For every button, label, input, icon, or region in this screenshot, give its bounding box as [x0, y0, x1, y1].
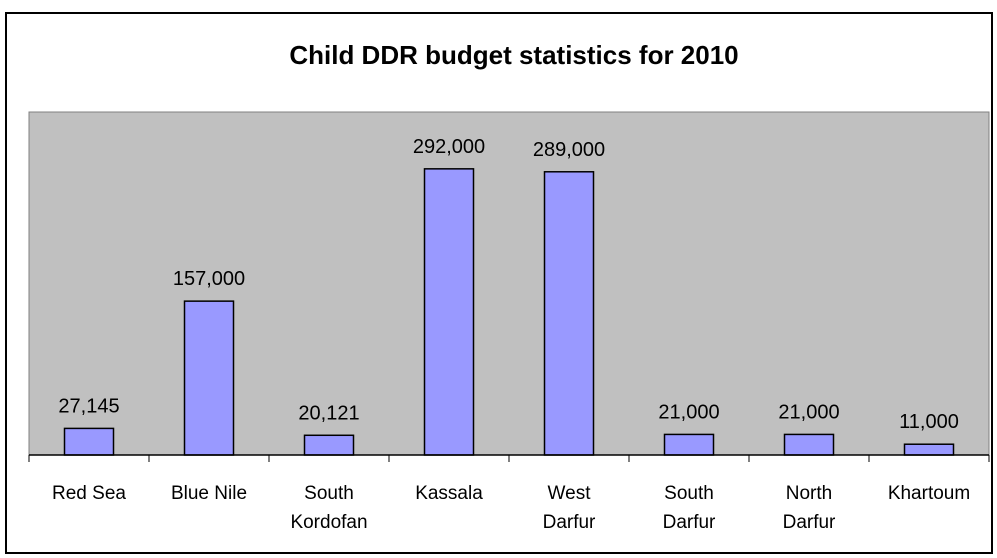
- bar: [63, 427, 115, 456]
- bar: [303, 434, 355, 456]
- bar: [183, 300, 235, 456]
- category-label: North Darfur: [783, 483, 836, 533]
- data-label: 11,000: [899, 411, 959, 433]
- bar: [663, 433, 715, 456]
- bar: [783, 433, 835, 456]
- category-label: South Kordofan: [290, 483, 367, 533]
- bar: [543, 171, 595, 456]
- bar: [903, 443, 955, 456]
- category-label: Blue Nile: [171, 483, 247, 504]
- data-label: 157,000: [173, 268, 245, 290]
- data-label: 21,000: [658, 401, 719, 423]
- category-label: West Darfur: [543, 483, 596, 533]
- data-label: 21,000: [778, 401, 839, 423]
- bar: [423, 168, 475, 456]
- data-label: 20,121: [298, 402, 359, 424]
- data-label: 27,145: [58, 395, 119, 417]
- data-label: 292,000: [413, 136, 485, 158]
- chart-title: Child DDR budget statistics for 2010: [289, 40, 738, 70]
- category-label: Khartoum: [888, 483, 970, 504]
- data-label: 289,000: [533, 139, 605, 161]
- category-label: Kassala: [415, 483, 483, 504]
- category-label: Red Sea: [52, 483, 126, 504]
- category-label: South Darfur: [663, 483, 716, 533]
